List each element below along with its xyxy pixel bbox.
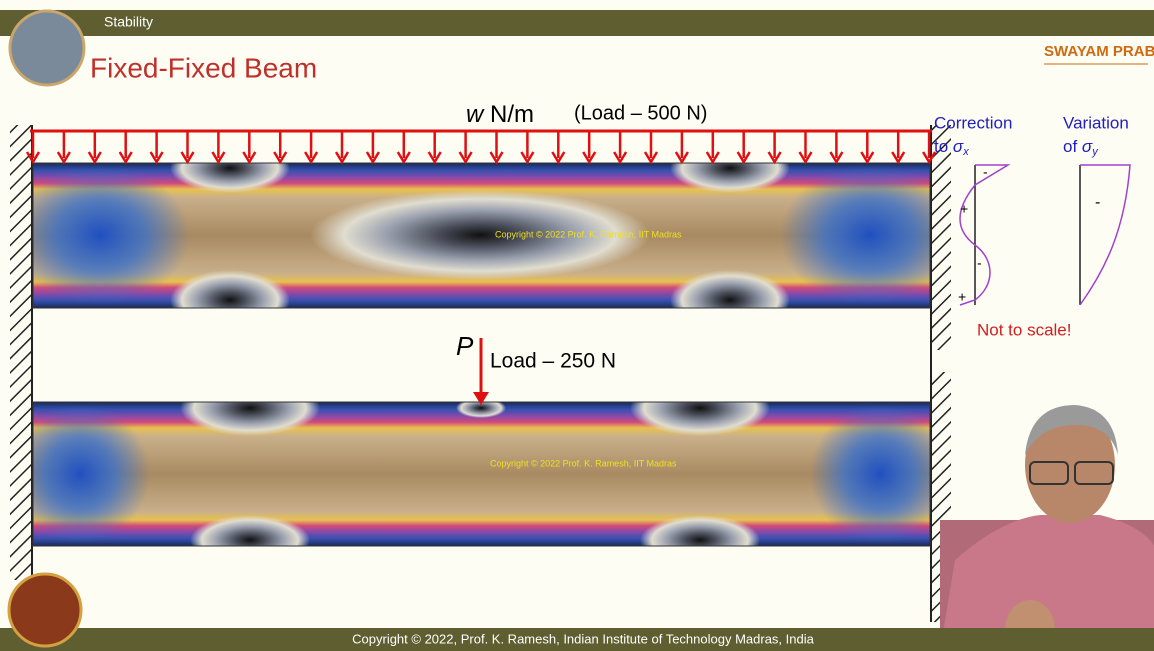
- institute-logo: [9, 574, 81, 646]
- load-unit: N/m: [490, 101, 534, 128]
- right-wall: [931, 125, 951, 350]
- subscript: x: [962, 146, 969, 158]
- header-bar: [0, 10, 1154, 36]
- sign: +: [960, 201, 968, 217]
- footer-copyright: Copyright © 2022, Prof. K. Ramesh, India…: [352, 631, 814, 646]
- logo-word: SWAYAM: [1044, 43, 1109, 60]
- slide-title: Fixed-Fixed Beam: [90, 52, 317, 83]
- logo-word: PRABHA: [1113, 43, 1154, 60]
- load-label: w N/m: [466, 101, 534, 128]
- note: Not to scale!: [977, 320, 1072, 339]
- load-symbol: w: [466, 101, 485, 128]
- load-value: (Load – 500 N): [574, 102, 707, 124]
- left-wall: [10, 125, 32, 580]
- load-value: Load – 250 N: [490, 350, 616, 373]
- load-symbol: P: [456, 331, 474, 361]
- slide: Stability Fixed-Fixed Beam SWAYAM PRABHA…: [0, 0, 1154, 651]
- sign: -: [1095, 194, 1100, 211]
- sign: +: [958, 289, 966, 305]
- watermark: Copyright © 2022 Prof. K. Ramesh, IIT Ma…: [495, 229, 682, 239]
- sign: -: [977, 255, 982, 271]
- word: of: [1063, 137, 1077, 156]
- fringe-pattern: [10, 143, 960, 330]
- correction-label: Correction: [934, 113, 1012, 132]
- course-logo: [10, 11, 84, 85]
- word: to: [934, 137, 948, 156]
- logo: SWAYAM PRABHA: [1044, 43, 1154, 60]
- watermark: Copyright © 2022 Prof. K. Ramesh, IIT Ma…: [490, 458, 677, 468]
- variation-label: Variation: [1063, 113, 1129, 132]
- section-label: Stability: [104, 14, 153, 30]
- fringe-pattern: [10, 380, 950, 565]
- sign: -: [983, 164, 988, 180]
